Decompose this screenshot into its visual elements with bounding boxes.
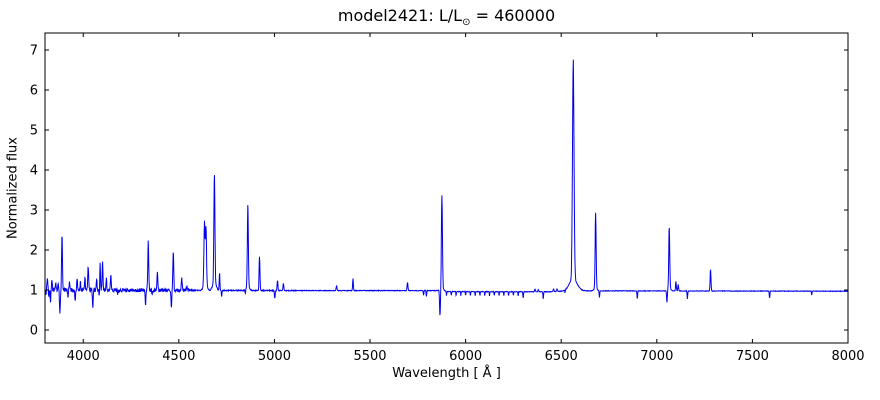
y-tick-label: 5 [30, 124, 38, 139]
x-tick-label: 5500 [353, 349, 386, 364]
y-tick-label: 6 [30, 84, 38, 99]
x-tick-label: 5000 [258, 349, 291, 364]
y-tick-label: 1 [30, 284, 38, 299]
y-tick-label: 2 [30, 244, 38, 259]
solar-symbol: ⊙ [462, 17, 471, 29]
chart-title: model2421: L/L⊙ = 460000 [45, 6, 848, 28]
x-tick-label: 7000 [640, 349, 673, 364]
plot-border [44, 32, 849, 344]
x-tick-label: 6000 [449, 349, 482, 364]
x-tick-label: 7500 [736, 349, 769, 364]
x-tick-label: 6500 [545, 349, 578, 364]
x-tick-label: 4500 [162, 349, 195, 364]
x-tick-label: 4000 [67, 349, 100, 364]
x-tick-label: 8000 [831, 349, 864, 364]
chart-title-suffix: = 460000 [470, 6, 556, 25]
y-tick-label: 7 [30, 44, 38, 59]
y-tick-label: 3 [30, 204, 38, 219]
spectrum-line [44, 59, 849, 316]
y-tick-label: 0 [30, 324, 38, 339]
chart-title-prefix: model2421: L/L [337, 6, 463, 25]
y-tick-label: 4 [30, 164, 38, 179]
x-axis-label: Wavelength [ Å ] [392, 366, 501, 381]
